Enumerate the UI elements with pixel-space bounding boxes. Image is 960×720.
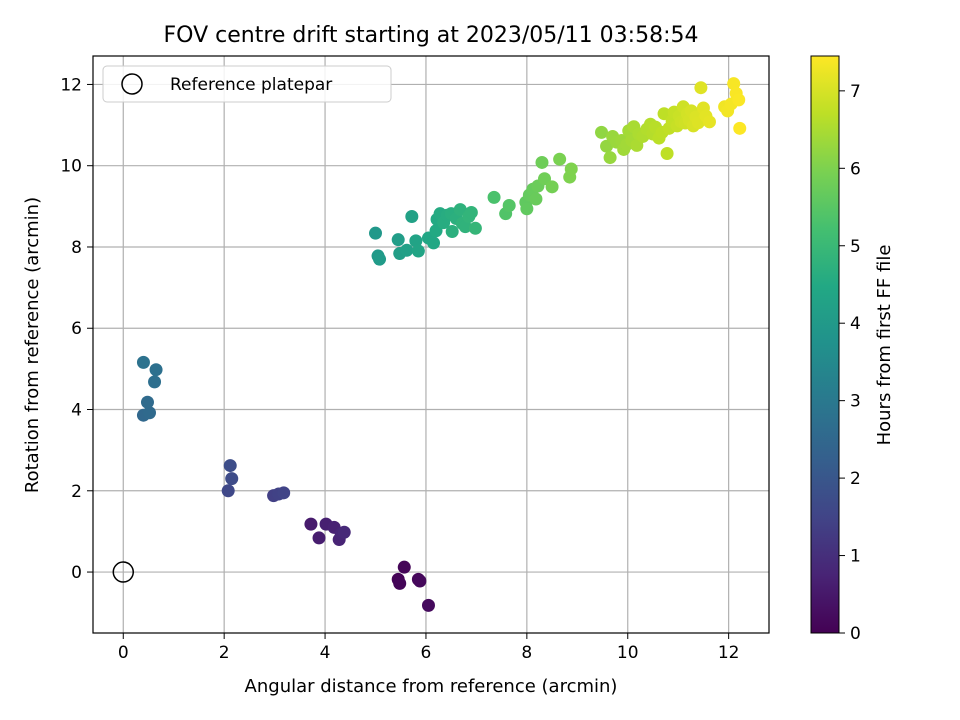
data-point bbox=[136, 355, 150, 369]
data-point bbox=[702, 115, 716, 129]
data-point bbox=[221, 484, 235, 498]
legend: Reference platepar bbox=[102, 65, 392, 103]
data-point bbox=[603, 151, 617, 165]
data-point bbox=[373, 252, 387, 266]
x-tick-label: 10 bbox=[617, 643, 639, 663]
data-point bbox=[733, 121, 747, 135]
data-point bbox=[140, 395, 154, 409]
x-tick-label: 4 bbox=[320, 643, 331, 663]
data-point bbox=[148, 375, 162, 389]
reference-point bbox=[112, 561, 135, 583]
y-tick-label: 12 bbox=[60, 75, 82, 95]
data-point bbox=[564, 162, 578, 176]
data-point bbox=[312, 531, 326, 545]
data-point bbox=[487, 190, 501, 204]
data-point bbox=[427, 236, 441, 250]
data-points bbox=[136, 77, 747, 612]
data-point bbox=[409, 234, 423, 248]
data-point bbox=[429, 224, 443, 238]
colorbar-ticks: 0 1 2 3 4 5 6 7 bbox=[839, 82, 861, 644]
y-tick-label: 10 bbox=[60, 157, 82, 177]
y-tick-label: 2 bbox=[71, 482, 82, 502]
colorbar-label: Hours from first FF file bbox=[874, 245, 895, 446]
data-point bbox=[545, 180, 559, 194]
colorbar-gradient bbox=[810, 55, 840, 634]
data-point bbox=[397, 560, 411, 574]
colorbar-tick-label: 6 bbox=[850, 159, 861, 179]
data-point bbox=[464, 205, 478, 219]
data-point bbox=[600, 139, 614, 153]
data-point bbox=[391, 233, 405, 247]
x-tick-label: 0 bbox=[118, 643, 129, 663]
colorbar-tick-label: 0 bbox=[850, 624, 861, 644]
colorbar-tick-label: 2 bbox=[850, 469, 861, 489]
y-axis-label: Rotation from reference (arcmin) bbox=[22, 197, 43, 493]
grid bbox=[93, 56, 769, 633]
data-point bbox=[304, 517, 318, 531]
chart-title: FOV centre drift starting at 2023/05/11 … bbox=[164, 23, 699, 48]
x-tick-label: 8 bbox=[521, 643, 532, 663]
data-point bbox=[520, 202, 534, 216]
data-point bbox=[225, 472, 239, 486]
y-tick-label: 4 bbox=[71, 401, 82, 421]
data-point bbox=[223, 459, 237, 473]
x-tick-label: 2 bbox=[219, 643, 230, 663]
data-point bbox=[277, 486, 291, 500]
data-point bbox=[393, 576, 407, 590]
colorbar-tick-label: 1 bbox=[850, 547, 861, 567]
y-tick-label: 0 bbox=[71, 563, 82, 583]
data-point bbox=[369, 226, 383, 240]
x-tick-label: 12 bbox=[718, 643, 740, 663]
data-point bbox=[538, 172, 552, 186]
colorbar-tick-label: 7 bbox=[850, 82, 861, 102]
data-point bbox=[149, 363, 163, 377]
y-axis-ticks: 0 2 4 6 8 10 12 bbox=[60, 75, 93, 583]
data-point bbox=[660, 147, 674, 161]
legend-box bbox=[102, 65, 392, 103]
data-point bbox=[468, 221, 482, 235]
data-point bbox=[535, 155, 549, 169]
legend-reference-marker bbox=[121, 73, 143, 95]
y-tick-label: 8 bbox=[71, 238, 82, 258]
data-point bbox=[553, 152, 567, 166]
data-point bbox=[727, 77, 741, 91]
y-tick-label: 6 bbox=[71, 319, 82, 339]
data-point bbox=[458, 220, 472, 234]
x-axis-ticks: 0 2 4 6 8 10 12 bbox=[118, 633, 740, 663]
data-point bbox=[595, 125, 609, 139]
data-point bbox=[405, 210, 419, 224]
data-point bbox=[529, 192, 543, 206]
reference-marker bbox=[112, 561, 135, 583]
data-point bbox=[411, 244, 425, 258]
data-point bbox=[337, 525, 351, 539]
x-tick-label: 6 bbox=[421, 643, 432, 663]
data-point bbox=[445, 225, 459, 239]
legend-entry-reference: Reference platepar bbox=[170, 75, 332, 95]
x-axis-label: Angular distance from reference (arcmin) bbox=[245, 676, 618, 697]
data-point bbox=[421, 598, 435, 612]
data-point bbox=[732, 93, 746, 107]
data-point bbox=[502, 199, 516, 213]
colorbar-tick-label: 4 bbox=[850, 314, 861, 334]
colorbar-tick-label: 5 bbox=[850, 237, 861, 257]
colorbar: 0 1 2 3 4 5 6 7 Hours from first FF file bbox=[810, 55, 895, 644]
data-point bbox=[400, 243, 414, 257]
data-point bbox=[694, 81, 708, 95]
data-point bbox=[143, 406, 157, 420]
plot-frame bbox=[92, 55, 770, 634]
data-point bbox=[413, 574, 427, 588]
colorbar-tick-label: 3 bbox=[850, 392, 861, 412]
